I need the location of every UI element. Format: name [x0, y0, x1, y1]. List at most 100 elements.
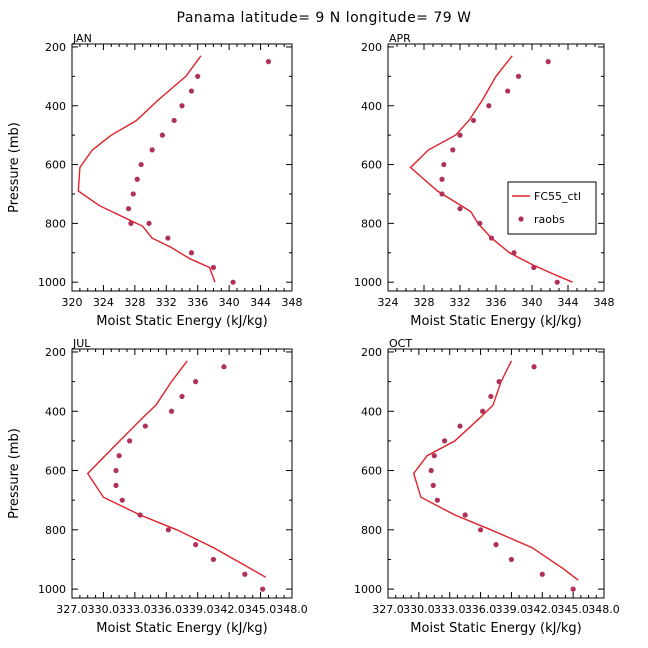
data-point-raobs	[434, 497, 440, 503]
y-tick-label: 600	[361, 465, 382, 478]
figure-title: Panama latitude= 9 N longitude= 79 W	[177, 10, 472, 26]
data-point-raobs	[195, 73, 201, 79]
data-point-raobs	[188, 250, 195, 256]
y-tick-label: 400	[361, 100, 382, 113]
x-axis-label: Moist Static Energy (kJ/kg)	[96, 621, 267, 636]
panel-jan: JAN 320 324 328 332 336 340 344 348 200 400 600 800 1…	[7, 32, 303, 329]
data-point-raobs	[554, 279, 560, 285]
x-tick-label: 327.0	[372, 603, 404, 616]
data-point-raobs	[210, 264, 217, 271]
y-tick-label: 800	[361, 524, 382, 537]
panel-label: JUL	[72, 337, 91, 350]
y-tick-label: 200	[361, 41, 382, 54]
x-tick-label: 340	[522, 296, 543, 309]
x-tick-label: 348	[282, 296, 303, 309]
data-point-raobs	[441, 438, 448, 444]
data-point-raobs	[505, 88, 511, 94]
data-point-raobs	[439, 176, 445, 182]
data-point-raobs	[242, 571, 248, 577]
data-point-raobs	[113, 482, 119, 488]
legend-label-obs: raobs	[534, 213, 565, 226]
data-point-raobs	[486, 103, 492, 109]
data-point-raobs	[428, 467, 434, 474]
x-axis-label: Moist Static Energy (kJ/kg)	[410, 621, 581, 636]
data-point-raobs	[230, 279, 236, 285]
data-point-raobs	[450, 147, 456, 153]
x-tick-label: 330.0	[403, 603, 435, 616]
x-tick-label: 348.0	[588, 603, 620, 616]
x-tick-label: 345.0	[557, 603, 589, 616]
panel-label: OCT	[389, 337, 412, 350]
data-point-raobs	[441, 161, 447, 168]
y-tick-label: 400	[45, 405, 66, 418]
data-point-raobs	[457, 423, 463, 429]
data-point-raobs	[477, 527, 484, 533]
data-point-raobs	[142, 423, 148, 429]
series-line-fc55_ctl	[412, 360, 579, 581]
x-tick-label: 328	[124, 296, 145, 309]
data-point-raobs	[265, 59, 272, 65]
data-point-raobs	[488, 393, 494, 400]
legend-label-model: FC55_ctl	[534, 190, 581, 203]
data-point-raobs	[508, 556, 515, 563]
x-tick-label: 348	[594, 296, 615, 309]
data-point-raobs	[470, 117, 477, 124]
data-point-raobs	[260, 586, 266, 592]
x-tick-label: 339.0	[182, 603, 214, 616]
x-tick-label: 328	[414, 296, 435, 309]
data-point-raobs	[457, 206, 463, 212]
y-axis-label: Pressure (mb)	[7, 428, 22, 519]
x-tick-label: 332	[450, 296, 471, 309]
y-tick-label: 600	[361, 159, 382, 172]
data-point-raobs	[127, 438, 133, 444]
data-point-raobs	[457, 132, 463, 138]
x-tick-label: 342.0	[527, 603, 559, 616]
y-tick-label: 800	[361, 217, 382, 230]
data-point-raobs	[168, 408, 175, 414]
data-point-raobs	[531, 364, 537, 370]
data-point-raobs	[171, 117, 177, 124]
panels-group: JAN 320 324 328 332 336 340 344 348 200 400 600 800 1…	[7, 32, 620, 636]
data-point-raobs	[539, 571, 545, 577]
data-point-raobs	[137, 512, 143, 518]
panel-oct: OCT 327.0 330.0 333.0 336.0 339.0 342.0 345.0 34…	[354, 337, 620, 636]
data-point-raobs	[221, 364, 227, 370]
data-point-raobs	[480, 408, 486, 414]
y-tick-label: 1000	[354, 583, 382, 596]
data-point-raobs	[134, 176, 140, 182]
y-tick-label: 1000	[38, 276, 66, 289]
x-tick-label: 336	[187, 296, 208, 309]
x-tick-label: 339.0	[496, 603, 528, 616]
x-tick-label: 336.0	[465, 603, 497, 616]
y-tick-label: 1000	[38, 583, 66, 596]
x-tick-label: 327.0	[56, 603, 88, 616]
x-tick-label: 344	[558, 296, 579, 309]
data-point-raobs	[430, 482, 436, 488]
panel-label: JAN	[72, 32, 92, 45]
series-line-fc55_ctl	[409, 55, 573, 283]
series-line-fc55_ctl	[77, 55, 216, 283]
data-point-raobs	[128, 220, 134, 226]
y-tick-label: 200	[361, 346, 382, 359]
data-point-raobs	[179, 103, 185, 109]
y-tick-label: 800	[45, 524, 66, 537]
data-point-raobs	[116, 453, 122, 459]
data-point-raobs	[488, 235, 495, 241]
data-point-raobs	[193, 542, 199, 548]
data-point-raobs	[496, 379, 502, 385]
y-tick-label: 600	[45, 465, 66, 478]
x-tick-label: 324	[93, 296, 114, 309]
x-tick-label: 324	[378, 296, 399, 309]
legend-point-swatch	[518, 216, 524, 222]
data-point-raobs	[511, 250, 517, 256]
panel-jul: JUL 327.0 330.0 333.0 336.0 339.0 342.0 345.0 34…	[7, 337, 308, 636]
data-point-raobs	[119, 497, 125, 503]
data-point-raobs	[165, 235, 171, 241]
y-tick-label: 200	[45, 41, 66, 54]
data-point-raobs	[159, 132, 165, 138]
x-tick-label: 332	[156, 296, 177, 309]
panel-label: APR	[389, 32, 411, 45]
y-tick-label: 400	[45, 100, 66, 113]
data-point-raobs	[462, 512, 468, 518]
data-point-raobs	[477, 220, 483, 226]
